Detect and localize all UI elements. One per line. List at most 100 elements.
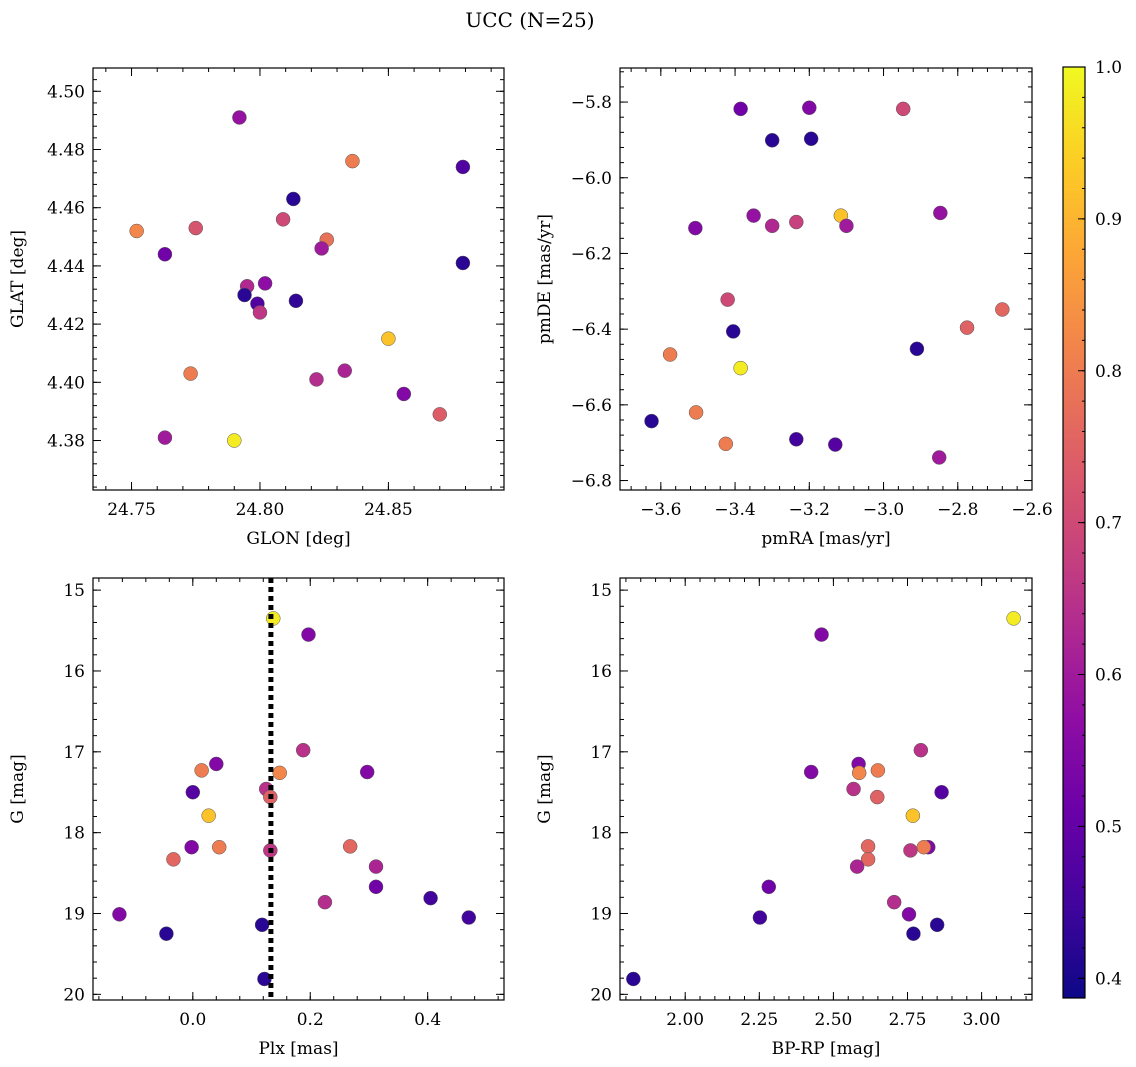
- x-tick-label: 24.80: [236, 500, 285, 520]
- plot-frame: [92, 577, 505, 1001]
- y-tick-label: −6.2: [571, 244, 612, 264]
- y-tick-label: 15: [590, 581, 612, 601]
- data-point: [314, 241, 329, 256]
- data-point: [688, 405, 704, 420]
- x-tick-label: 0.4: [414, 1010, 441, 1030]
- data-point: [232, 110, 247, 125]
- data-point: [368, 879, 384, 895]
- data-point: [644, 413, 659, 429]
- data-point: [870, 763, 886, 778]
- data-point: [764, 133, 780, 148]
- data-point: [275, 212, 291, 227]
- data-point: [301, 627, 316, 642]
- data-point: [209, 756, 224, 772]
- y-tick-label: 4.50: [47, 82, 85, 102]
- data-point: [814, 627, 829, 642]
- y-tick-label: 4.48: [47, 140, 85, 160]
- x-tick-label: −2.6: [1011, 500, 1052, 520]
- data-layer: [626, 611, 1021, 987]
- x-tick-label: 24.85: [364, 500, 413, 520]
- y-tick-label: −6.8: [571, 472, 612, 492]
- data-point: [227, 433, 242, 448]
- data-point: [112, 907, 127, 922]
- data-point: [337, 363, 352, 378]
- y-tick-label: 4.38: [47, 432, 85, 452]
- data-point: [746, 208, 761, 223]
- x-axis-label: BP-RP [mag]: [772, 1039, 881, 1059]
- data-point: [317, 894, 333, 910]
- data-point: [309, 372, 324, 387]
- y-tick-label: 17: [590, 743, 612, 763]
- data-point: [733, 360, 748, 376]
- data-point: [252, 305, 268, 320]
- data-point: [183, 366, 198, 381]
- data-layer: [644, 100, 1010, 465]
- colorbar-gradient: [1063, 67, 1085, 998]
- data-point: [860, 852, 876, 867]
- data-point: [905, 808, 921, 823]
- data-point: [933, 205, 948, 221]
- y-tick-label: 16: [590, 662, 612, 682]
- data-point: [188, 220, 203, 236]
- data-point: [184, 839, 199, 855]
- figure-title: UCC (N=25): [465, 8, 594, 32]
- colorbar-tick-label: 1.0: [1095, 58, 1122, 78]
- y-axis-label: pmDE [mas/yr]: [535, 214, 555, 344]
- data-point: [895, 101, 911, 117]
- y-tick-label: 18: [63, 824, 85, 844]
- data-point: [934, 784, 949, 800]
- x-tick-label: 2.75: [889, 1010, 927, 1030]
- plot-frame: [92, 67, 505, 491]
- data-point: [211, 839, 227, 855]
- y-tick-label: 19: [590, 904, 612, 924]
- y-tick-label: 20: [590, 985, 612, 1005]
- y-tick-label: 4.42: [47, 315, 85, 335]
- x-tick-label: 0.2: [297, 1010, 324, 1030]
- y-tick-label: −6.4: [571, 320, 612, 340]
- data-point: [432, 407, 448, 422]
- data-point: [166, 852, 181, 867]
- data-point: [688, 220, 703, 236]
- data-point: [846, 781, 861, 797]
- data-point: [718, 436, 734, 452]
- data-point: [906, 926, 921, 941]
- data-point: [870, 789, 885, 805]
- data-point: [752, 910, 768, 925]
- panel-proper-motion: −3.6 −3.4 −3.2 −3.0 −2.8 −2.6 −6.8 −6.6 −6.4 −6.2…: [535, 67, 1053, 549]
- x-tick-label: 2.00: [666, 1010, 704, 1030]
- y-tick-label: 18: [590, 824, 612, 844]
- x-axis-label: Plx [mas]: [258, 1039, 338, 1059]
- data-point: [789, 432, 804, 447]
- data-point: [913, 742, 929, 758]
- data-point: [295, 742, 311, 758]
- data-point: [342, 839, 358, 854]
- data-point: [901, 907, 917, 922]
- y-tick-label: −5.8: [571, 93, 612, 113]
- data-point: [159, 926, 174, 941]
- x-tick-label: −3.6: [640, 500, 681, 520]
- y-tick-label: 4.46: [47, 199, 85, 219]
- y-tick-label: 17: [63, 743, 85, 763]
- colorbar-tick-label: 0.9: [1095, 210, 1122, 230]
- data-point: [931, 450, 947, 465]
- data-point: [903, 843, 918, 858]
- y-tick-label: 4.40: [47, 373, 85, 393]
- x-tick-label: −3.2: [789, 500, 830, 520]
- x-tick-label: 3.00: [963, 1010, 1001, 1030]
- data-point: [761, 879, 777, 895]
- x-tick-label: 2.50: [814, 1010, 852, 1030]
- data-point: [272, 765, 287, 781]
- data-point: [959, 320, 975, 335]
- y-tick-label: 20: [63, 985, 85, 1005]
- data-point: [157, 430, 173, 445]
- x-tick-label: −2.8: [937, 500, 978, 520]
- data-point: [1006, 611, 1021, 626]
- data-point: [916, 839, 932, 855]
- x-tick-label: −3.4: [714, 500, 755, 520]
- plot-frame: [619, 577, 1033, 1001]
- data-point: [725, 324, 741, 339]
- y-tick-label: 16: [63, 662, 85, 682]
- data-point: [626, 971, 641, 987]
- data-point: [839, 218, 854, 234]
- data-point: [368, 859, 384, 874]
